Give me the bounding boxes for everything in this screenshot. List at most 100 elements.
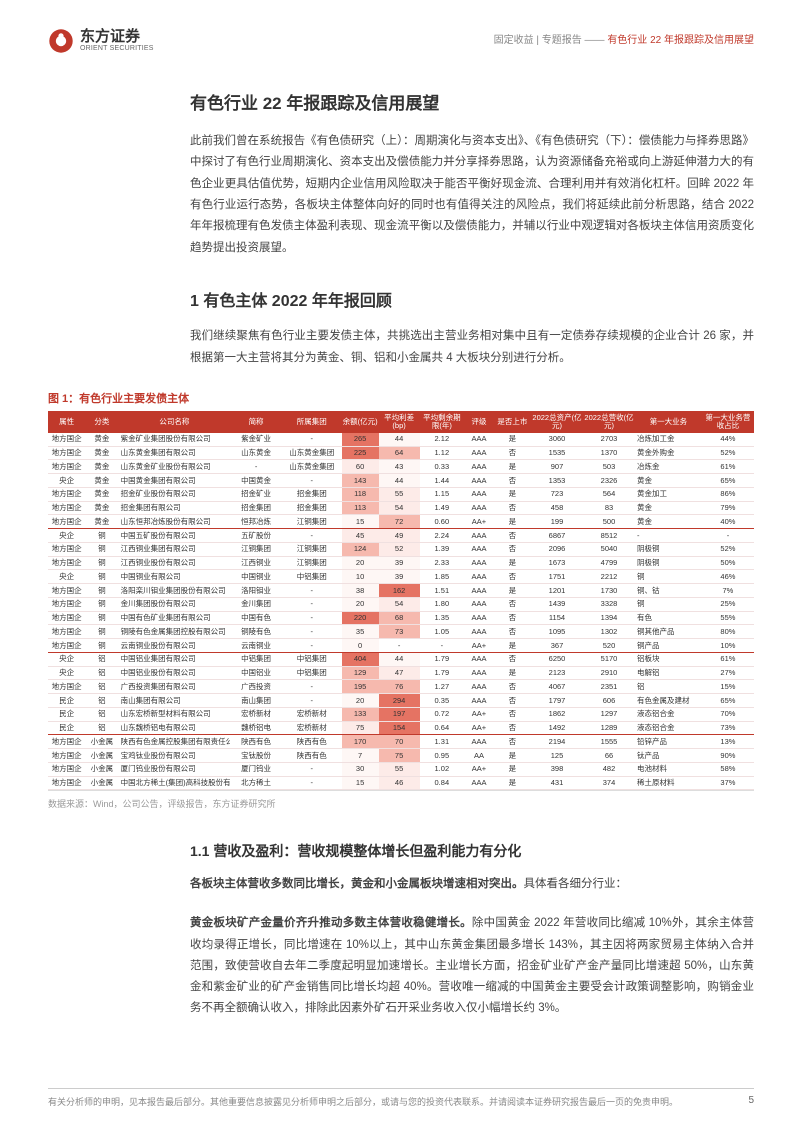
table-cell: 1201 bbox=[531, 584, 583, 598]
table-row: 地方国企铜金川集团股份有限公司金川集团-20541.80AAA否14393328… bbox=[48, 597, 754, 611]
table-cell: 367 bbox=[531, 639, 583, 653]
table-cell: 民企 bbox=[48, 721, 85, 735]
table-cell: - bbox=[282, 584, 341, 598]
table-cell: AAA bbox=[464, 460, 494, 474]
table-cell: 小金属 bbox=[85, 762, 118, 776]
table-header-cell: 第一大业务 bbox=[635, 412, 702, 433]
table-header-cell: 公司名称 bbox=[119, 412, 230, 433]
table-cell: 山东恒邦冶炼股份有限公司 bbox=[119, 515, 230, 529]
table-cell: 铜其他产品 bbox=[635, 625, 702, 639]
table-cell: 80% bbox=[702, 625, 754, 639]
table-cell: 地方国企 bbox=[48, 735, 85, 749]
table-cell: 79% bbox=[702, 501, 754, 515]
table-row: 央企铝中国铝业集团有限公司中铝集团中铝集团404441.79AAA否625051… bbox=[48, 652, 754, 666]
header-title: 有色行业 22 年报跟踪及信用展望 bbox=[607, 35, 754, 46]
table-cell: 52 bbox=[379, 542, 420, 556]
table-cell: 30 bbox=[342, 762, 379, 776]
table-cell: 否 bbox=[494, 611, 531, 625]
table-cell: 907 bbox=[531, 460, 583, 474]
table-cell: AAA bbox=[464, 584, 494, 598]
table-cell: 55% bbox=[702, 611, 754, 625]
table-cell: 44 bbox=[379, 652, 420, 666]
table-cell: 1302 bbox=[583, 625, 635, 639]
table-cell: AAA bbox=[464, 694, 494, 708]
table-cell: 否 bbox=[494, 680, 531, 694]
table-cell: 中国五矿股份有限公司 bbox=[119, 529, 230, 543]
table-cell: 1.05 bbox=[420, 625, 465, 639]
table-cell: 是 bbox=[494, 433, 531, 446]
table-cell: 47 bbox=[379, 666, 420, 680]
table-cell: 铝 bbox=[85, 707, 118, 721]
table-header-cell: 简称 bbox=[230, 412, 282, 433]
table-cell: 265 bbox=[342, 433, 379, 446]
table-cell: 是 bbox=[494, 749, 531, 763]
logo-block: 东方证券 ORIENT SECURITIES bbox=[48, 28, 154, 54]
table-cell: 46 bbox=[379, 776, 420, 790]
table-cell: 民企 bbox=[48, 694, 85, 708]
table-cell: 否 bbox=[494, 735, 531, 749]
table-cell: 铝 bbox=[85, 721, 118, 735]
table-cell: 黄金 bbox=[85, 446, 118, 460]
table-cell: 地方国企 bbox=[48, 487, 85, 501]
table-cell: 1.02 bbox=[420, 762, 465, 776]
table-cell: 458 bbox=[531, 501, 583, 515]
table-cell: 地方国企 bbox=[48, 515, 85, 529]
table-cell: 0 bbox=[342, 639, 379, 653]
table-cell: AAA bbox=[464, 433, 494, 446]
table-cell: - bbox=[282, 611, 341, 625]
table-cell: 40% bbox=[702, 515, 754, 529]
table-cell: 否 bbox=[494, 529, 531, 543]
table-cell: 铜 bbox=[85, 529, 118, 543]
table-cell: 铜、钴 bbox=[635, 584, 702, 598]
table-cell: 否 bbox=[494, 542, 531, 556]
intro-paragraph: 此前我们曾在系统报告《有色债研究（上）：周期演化与资本支出》、《有色债研究（下）… bbox=[190, 131, 754, 259]
table-cell: 铜 bbox=[85, 639, 118, 653]
table-cell: 5170 bbox=[583, 652, 635, 666]
header-prefix: 固定收益 | 专题报告 —— bbox=[494, 35, 608, 46]
table-cell: 招金集团有限公司 bbox=[119, 501, 230, 515]
table-cell: 中国铝业 bbox=[230, 666, 282, 680]
table-header-cell: 是否上市 bbox=[494, 412, 531, 433]
table-cell: 中国黄金集团有限公司 bbox=[119, 474, 230, 488]
table-cell: 厦门钨业股份有限公司 bbox=[119, 762, 230, 776]
table-cell: 520 bbox=[583, 639, 635, 653]
table-cell: - bbox=[230, 460, 282, 474]
table-cell: 黄金 bbox=[85, 501, 118, 515]
table-header-cell: 2022总营收(亿元) bbox=[583, 412, 635, 433]
table-cell: 1.44 bbox=[420, 474, 465, 488]
table-cell: 陕西有色 bbox=[230, 735, 282, 749]
table-cell: 195 bbox=[342, 680, 379, 694]
table-cell: 江西铜业 bbox=[230, 556, 282, 570]
table-cell: 黄金 bbox=[85, 487, 118, 501]
table-cell: 铜产品 bbox=[635, 639, 702, 653]
table-cell: AAA bbox=[464, 474, 494, 488]
table-cell: 中国铝业股份有限公司 bbox=[119, 666, 230, 680]
table-row: 地方国企铝广西投资集团有限公司广西投资-195761.27AAA否4067235… bbox=[48, 680, 754, 694]
table-cell: 稀土原材料 bbox=[635, 776, 702, 790]
table-cell: 地方国企 bbox=[48, 501, 85, 515]
table-cell: 南山集团有限公司 bbox=[119, 694, 230, 708]
table-cell: 86% bbox=[702, 487, 754, 501]
table-cell: 招金集团 bbox=[282, 501, 341, 515]
table-cell: 地方国企 bbox=[48, 639, 85, 653]
table-cell: 124 bbox=[342, 542, 379, 556]
table-cell: - bbox=[282, 625, 341, 639]
table-cell: 2703 bbox=[583, 433, 635, 446]
table-cell: 294 bbox=[379, 694, 420, 708]
table-cell: AA bbox=[464, 749, 494, 763]
table-cell: 铜 bbox=[85, 611, 118, 625]
table-cell: 紫金矿业集团股份有限公司 bbox=[119, 433, 230, 446]
table-cell: 162 bbox=[379, 584, 420, 598]
logo-en: ORIENT SECURITIES bbox=[80, 45, 154, 53]
table-cell: 黄金外购金 bbox=[635, 446, 702, 460]
table-cell: 10 bbox=[342, 570, 379, 584]
table-cell: 54 bbox=[379, 501, 420, 515]
table-cell: 宝鸡钛业股份有限公司 bbox=[119, 749, 230, 763]
table-cell: 是 bbox=[494, 460, 531, 474]
table-cell: 13% bbox=[702, 735, 754, 749]
table-cell: - bbox=[282, 639, 341, 653]
table-cell: 404 bbox=[342, 652, 379, 666]
table-cell: 铅锌产品 bbox=[635, 735, 702, 749]
table-cell: - bbox=[282, 529, 341, 543]
table-cell: 55 bbox=[379, 762, 420, 776]
